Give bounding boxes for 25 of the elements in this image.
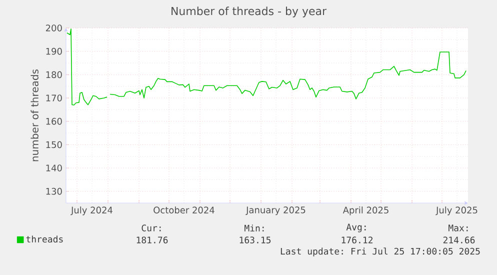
y-tick-label: 150: [46, 141, 62, 148]
y-tick-label: 140: [46, 164, 62, 172]
x-tick-label: April 2025: [342, 206, 388, 216]
chart-title: Number of threads - by year: [172, 6, 327, 18]
y-tick-label: 190: [46, 48, 62, 55]
x-tick-label: January 2025: [246, 206, 306, 216]
x-tick-label: July 2024: [70, 206, 112, 216]
y-tick-label: 170: [46, 94, 62, 102]
text: Avg:: [346, 224, 366, 232]
y-tick-label: 180: [46, 71, 62, 78]
y-tick-label: 160: [46, 118, 62, 125]
text: Max:: [448, 224, 468, 232]
legend-label: threads: [26, 236, 63, 243]
text: 163.15: [240, 236, 271, 244]
text: Last update: Fri Jul 25 17:00:05 2025: [280, 248, 480, 256]
x-tick-label: October 2024: [154, 206, 214, 214]
y-tick-label: 130: [46, 188, 62, 195]
text: 181.76: [136, 236, 168, 244]
x-tick-label: July 2025: [436, 206, 478, 216]
text: 176.12: [342, 236, 372, 244]
text: 214.66: [443, 236, 475, 244]
text: Cur:: [142, 224, 161, 232]
y-tick-label: 200: [46, 24, 62, 32]
y-axis-title: number of threads: [30, 69, 38, 162]
text: Min:: [244, 224, 264, 232]
